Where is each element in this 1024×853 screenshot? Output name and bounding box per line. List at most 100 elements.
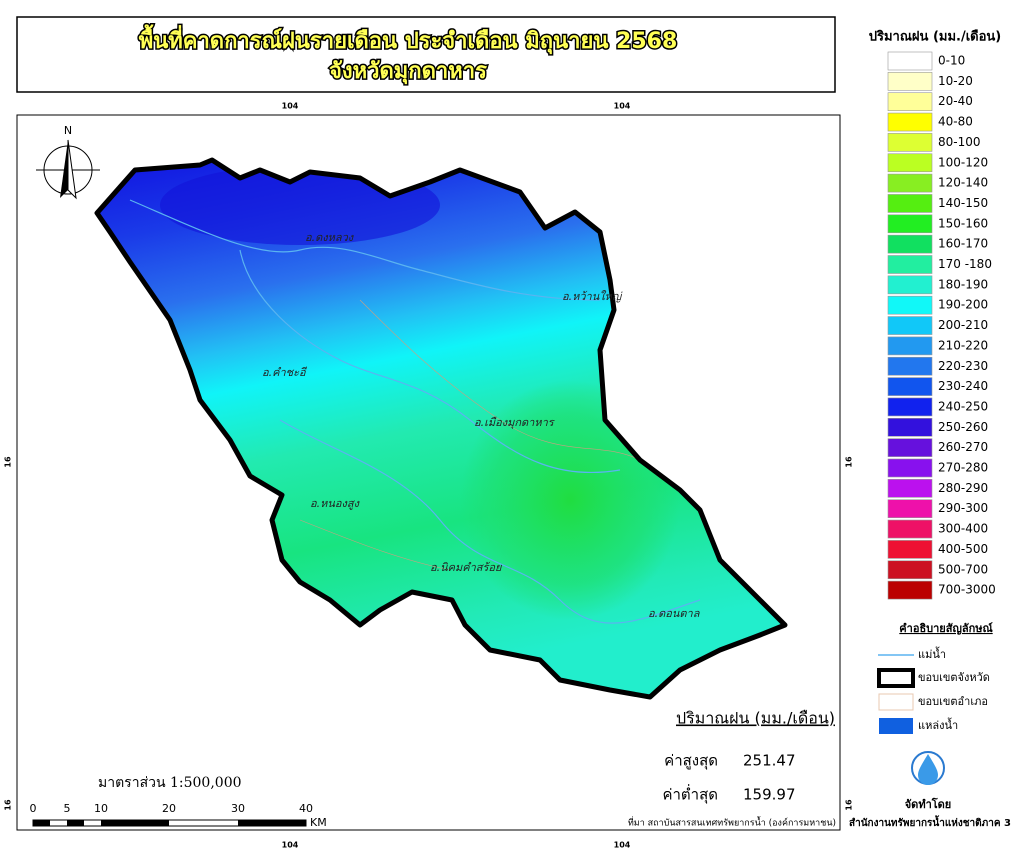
map-title: พื้นที่คาดการณ์ฝนรายเดือน ประจำเดือน มิถ…	[139, 24, 678, 55]
legend-swatch	[887, 255, 933, 274]
coord-label: 104	[282, 841, 299, 850]
coord-label: 16	[845, 456, 854, 468]
legend-swatch	[887, 51, 933, 71]
legend-label: 10-20	[938, 74, 973, 88]
symbol-label: แหล่งน้ำ	[918, 717, 958, 732]
source: ที่มา สถาบันสารสนเทศทรัพยากรน้ำ (องค์การ…	[628, 816, 836, 829]
legend-label: 0-10	[938, 54, 965, 68]
coord-label: 16	[4, 456, 13, 468]
symbol-label: ขอบเขตจังหวัด	[918, 671, 990, 684]
legend-label: 140-150	[938, 196, 988, 210]
legend-label: 290-300	[938, 501, 988, 515]
legend-swatch	[887, 214, 933, 234]
province-symbol	[877, 668, 915, 688]
scale-tick-label: 5	[64, 802, 71, 815]
stats-title: ปริมาณฝน (มม./เดือน)	[676, 709, 835, 728]
river	[279, 419, 701, 624]
scale-segment	[33, 820, 50, 826]
north-needle	[67, 139, 77, 200]
legend-swatch	[887, 397, 933, 417]
legend-label: 220-230	[938, 359, 988, 373]
legend-swatch	[887, 173, 933, 193]
legend-swatch	[887, 458, 933, 478]
coord-label: 104	[614, 841, 631, 850]
north-arrow: N	[36, 124, 100, 200]
logo-drop	[918, 754, 938, 785]
legend-label: 230-240	[938, 379, 988, 393]
legend-swatch	[887, 356, 933, 376]
scale-tick-label: 40	[299, 802, 313, 815]
scale-segment	[67, 820, 84, 826]
district-symbol	[878, 693, 914, 711]
legend-swatch	[887, 234, 933, 254]
legend-swatch	[887, 336, 933, 356]
district-label: อ.ดงหลวง	[305, 231, 355, 244]
river	[129, 199, 601, 301]
district-label: อ.นิคมคำสร้อย	[430, 561, 503, 574]
legend-swatch	[887, 153, 933, 173]
scale-tick-label: 10	[94, 802, 108, 815]
legend-label: 210-220	[938, 338, 988, 352]
legend-swatch	[887, 377, 933, 396]
legend-swatch	[887, 295, 933, 315]
legend-swatch	[887, 112, 933, 132]
legend-label: 150-160	[938, 216, 988, 230]
stats-min: 159.97	[743, 786, 796, 804]
legend-label: 180-190	[938, 277, 988, 291]
scale-tick-label: 0	[30, 802, 37, 815]
legend-label: 260-270	[938, 440, 988, 454]
legend-label: 20-40	[938, 94, 973, 108]
scale-label: มาตราส่วน 1:500,000	[98, 775, 242, 791]
legend-swatch	[887, 580, 933, 600]
legend: 0-10 10-20 20-40 40-80 80-100 100-120 120-140 1…	[887, 51, 996, 600]
map-subtitle: จังหวัดมุกดาหาร	[329, 59, 487, 85]
legend-label: 400-500	[938, 542, 988, 556]
legend-label: 250-260	[938, 420, 988, 434]
legend-label: 280-290	[938, 481, 988, 495]
legend-label: 270-280	[938, 461, 988, 475]
legend-label: 500-700	[938, 562, 988, 576]
coord-label: 16	[845, 799, 854, 811]
district-label: อ.หนองสูง	[310, 497, 361, 510]
legend-swatch	[887, 194, 933, 213]
district-label: อ.ดอนตาล	[648, 607, 701, 620]
north-label: N	[64, 124, 72, 137]
coord-label: 104	[282, 102, 299, 111]
credit-label: จัดทำโดย	[905, 797, 952, 811]
legend-label: 300-400	[938, 522, 988, 536]
stats-max: 251.47	[743, 752, 796, 770]
legend-label: 170 -180	[938, 257, 992, 271]
stats-max-label: ค่าสูงสุด	[664, 752, 718, 771]
scale-tick-label: 20	[162, 802, 176, 815]
legend-swatch	[887, 275, 933, 295]
scale-unit: KM	[310, 816, 327, 829]
legend-swatch	[887, 133, 933, 152]
scale-segment	[238, 820, 306, 826]
credit: สำนักงานทรัพยากรน้ำแห่งชาติภาค 3	[849, 815, 1011, 829]
province-boundary	[94, 157, 788, 700]
symbol-label: ขอบเขตอำเภอ	[918, 695, 988, 708]
legend-title: ปริมาณฝน (มม./เดือน)	[869, 29, 1001, 45]
legend-swatch	[887, 72, 933, 91]
legend-swatch	[887, 417, 933, 437]
legend-label: 100-120	[938, 155, 988, 169]
legend-swatch	[887, 92, 933, 111]
scale-tick-label: 30	[231, 802, 245, 815]
legend-label: 240-250	[938, 399, 988, 413]
logo	[911, 751, 945, 785]
scale-segment	[101, 820, 169, 826]
symbols-title: คำอธิบายสัญลักษณ์	[899, 622, 993, 635]
legend-swatch	[887, 479, 933, 498]
district-label: อ.หว้านใหญ่	[562, 290, 623, 303]
scale-bar	[32, 819, 307, 827]
legend-label: 160-170	[938, 237, 988, 251]
legend-label: 40-80	[938, 115, 973, 129]
district-boundary	[299, 519, 451, 571]
legend-label: 80-100	[938, 135, 981, 149]
symbol-label: แม่น้ำ	[918, 646, 946, 661]
coord-label: 104	[614, 102, 631, 111]
district-boundary	[359, 299, 641, 461]
water-symbol	[879, 718, 913, 734]
